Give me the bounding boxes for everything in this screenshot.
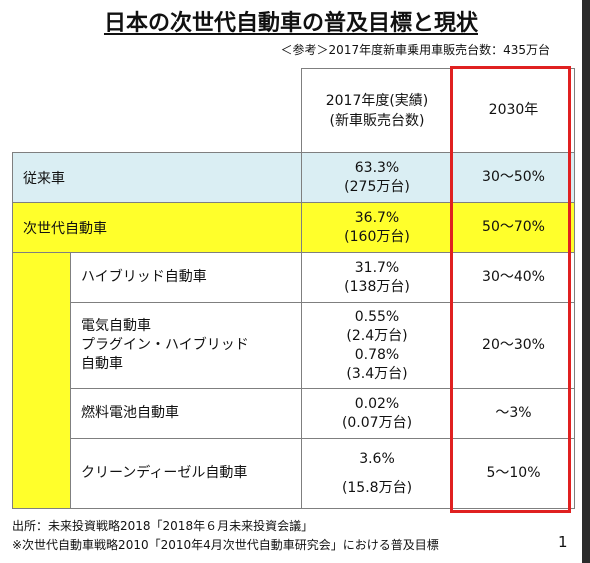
reference-note: ＜参考＞2017年度新車乗用車販売台数：435万台 (280, 43, 550, 57)
page-number: 1 (558, 533, 568, 551)
share-ev: 0.55% (354, 308, 400, 325)
target-next-gen: 50～70% (452, 202, 575, 253)
label-phev-cont: 自動車 (81, 356, 123, 372)
cell-share-fuel-cell: 0.02% (0.07万台) (301, 388, 453, 439)
target-hybrid: 30～40% (452, 252, 575, 303)
units-hybrid: (138万台) (344, 278, 410, 295)
source-note: 出所：未来投資戦略2018「2018年６月未来投資会議」 (12, 519, 314, 533)
share-next-gen: 36.7% (354, 209, 400, 226)
units-phev: (3.4万台) (346, 365, 408, 382)
share-phev: 0.78% (354, 346, 400, 363)
target-conventional: 30～50% (452, 152, 575, 203)
page-title: 日本の次世代自動車の普及目標と現状 (103, 11, 478, 36)
cell-share-conventional: 63.3% (275万台) (301, 152, 453, 203)
cell-share-ev-phev: 0.55% (2.4万台) 0.78% (3.4万台) (301, 302, 453, 389)
header-2017: 2017年度(実績) (新車販売台数) (301, 68, 453, 153)
row-label-clean-diesel: クリーンディーゼル自動車 (70, 438, 302, 509)
cell-share-next-gen: 36.7% (160万台) (301, 202, 453, 253)
table-row-ev-phev: 電気自動車 プラグイン・ハイブリッド 自動車 0.55% (2.4万台) 0.7… (13, 302, 575, 389)
header-2030: 2030年 (452, 68, 575, 153)
header-2017-line2: (新車販売台数) (329, 112, 425, 129)
table-row-next-gen: 次世代自動車 36.7% (160万台) 50～70% (12, 202, 575, 253)
page-edge-bar (582, 0, 590, 563)
target-note: ※次世代自動車戦略2010「2010年4月次世代自動車研究会」における普及目標 (12, 538, 439, 552)
row-label-fuel-cell: 燃料電池自動車 (70, 388, 302, 439)
label-phev: プラグイン・ハイブリッド (81, 337, 249, 353)
table-header-row: 2017年度(実績) (新車販売台数) 2030年 (13, 68, 575, 153)
cell-share-hybrid: 31.7% (138万台) (301, 252, 453, 303)
table-row-fuel-cell: 燃料電池自動車 0.02% (0.07万台) ～3% (13, 388, 575, 439)
table-row-clean-diesel: クリーンディーゼル自動車 3.6% (15.8万台) 5～10% (13, 438, 575, 509)
target-ev-phev: 20～30% (452, 302, 575, 389)
share-fuel-cell: 0.02% (354, 395, 400, 412)
units-ev: (2.4万台) (346, 327, 408, 344)
label-ev: 電気自動車 (81, 318, 151, 334)
row-label-next-gen: 次世代自動車 (12, 202, 302, 253)
cell-share-clean-diesel: 3.6% (15.8万台) (301, 438, 453, 509)
target-fuel-cell: ～3% (452, 388, 575, 439)
units-fuel-cell: (0.07万台) (341, 414, 413, 431)
share-clean-diesel: 3.6% (359, 450, 395, 467)
header-2017-line1: 2017年度(実績) (325, 92, 429, 109)
table-row-hybrid: ハイブリッド自動車 31.7% (138万台) 30～40% (12, 252, 575, 509)
target-clean-diesel: 5～10% (452, 438, 575, 509)
vehicle-target-table: 2017年度(実績) (新車販売台数) 2030年 従来車 63.3% (275… (12, 68, 575, 509)
row-label-conventional: 従来車 (12, 152, 302, 203)
units-next-gen: (160万台) (344, 228, 410, 245)
table-row-conventional: 従来車 63.3% (275万台) 30～50% (12, 152, 575, 203)
units-clean-diesel: (15.8万台) (341, 479, 413, 496)
header-empty-cell (13, 69, 302, 153)
share-hybrid: 31.7% (354, 259, 400, 276)
row-label-hybrid: ハイブリッド自動車 (70, 252, 302, 303)
units-conventional: (275万台) (344, 178, 410, 195)
row-label-ev-phev: 電気自動車 プラグイン・ハイブリッド 自動車 (70, 302, 302, 389)
next-gen-group-stub (12, 252, 71, 509)
share-conventional: 63.3% (354, 159, 400, 176)
